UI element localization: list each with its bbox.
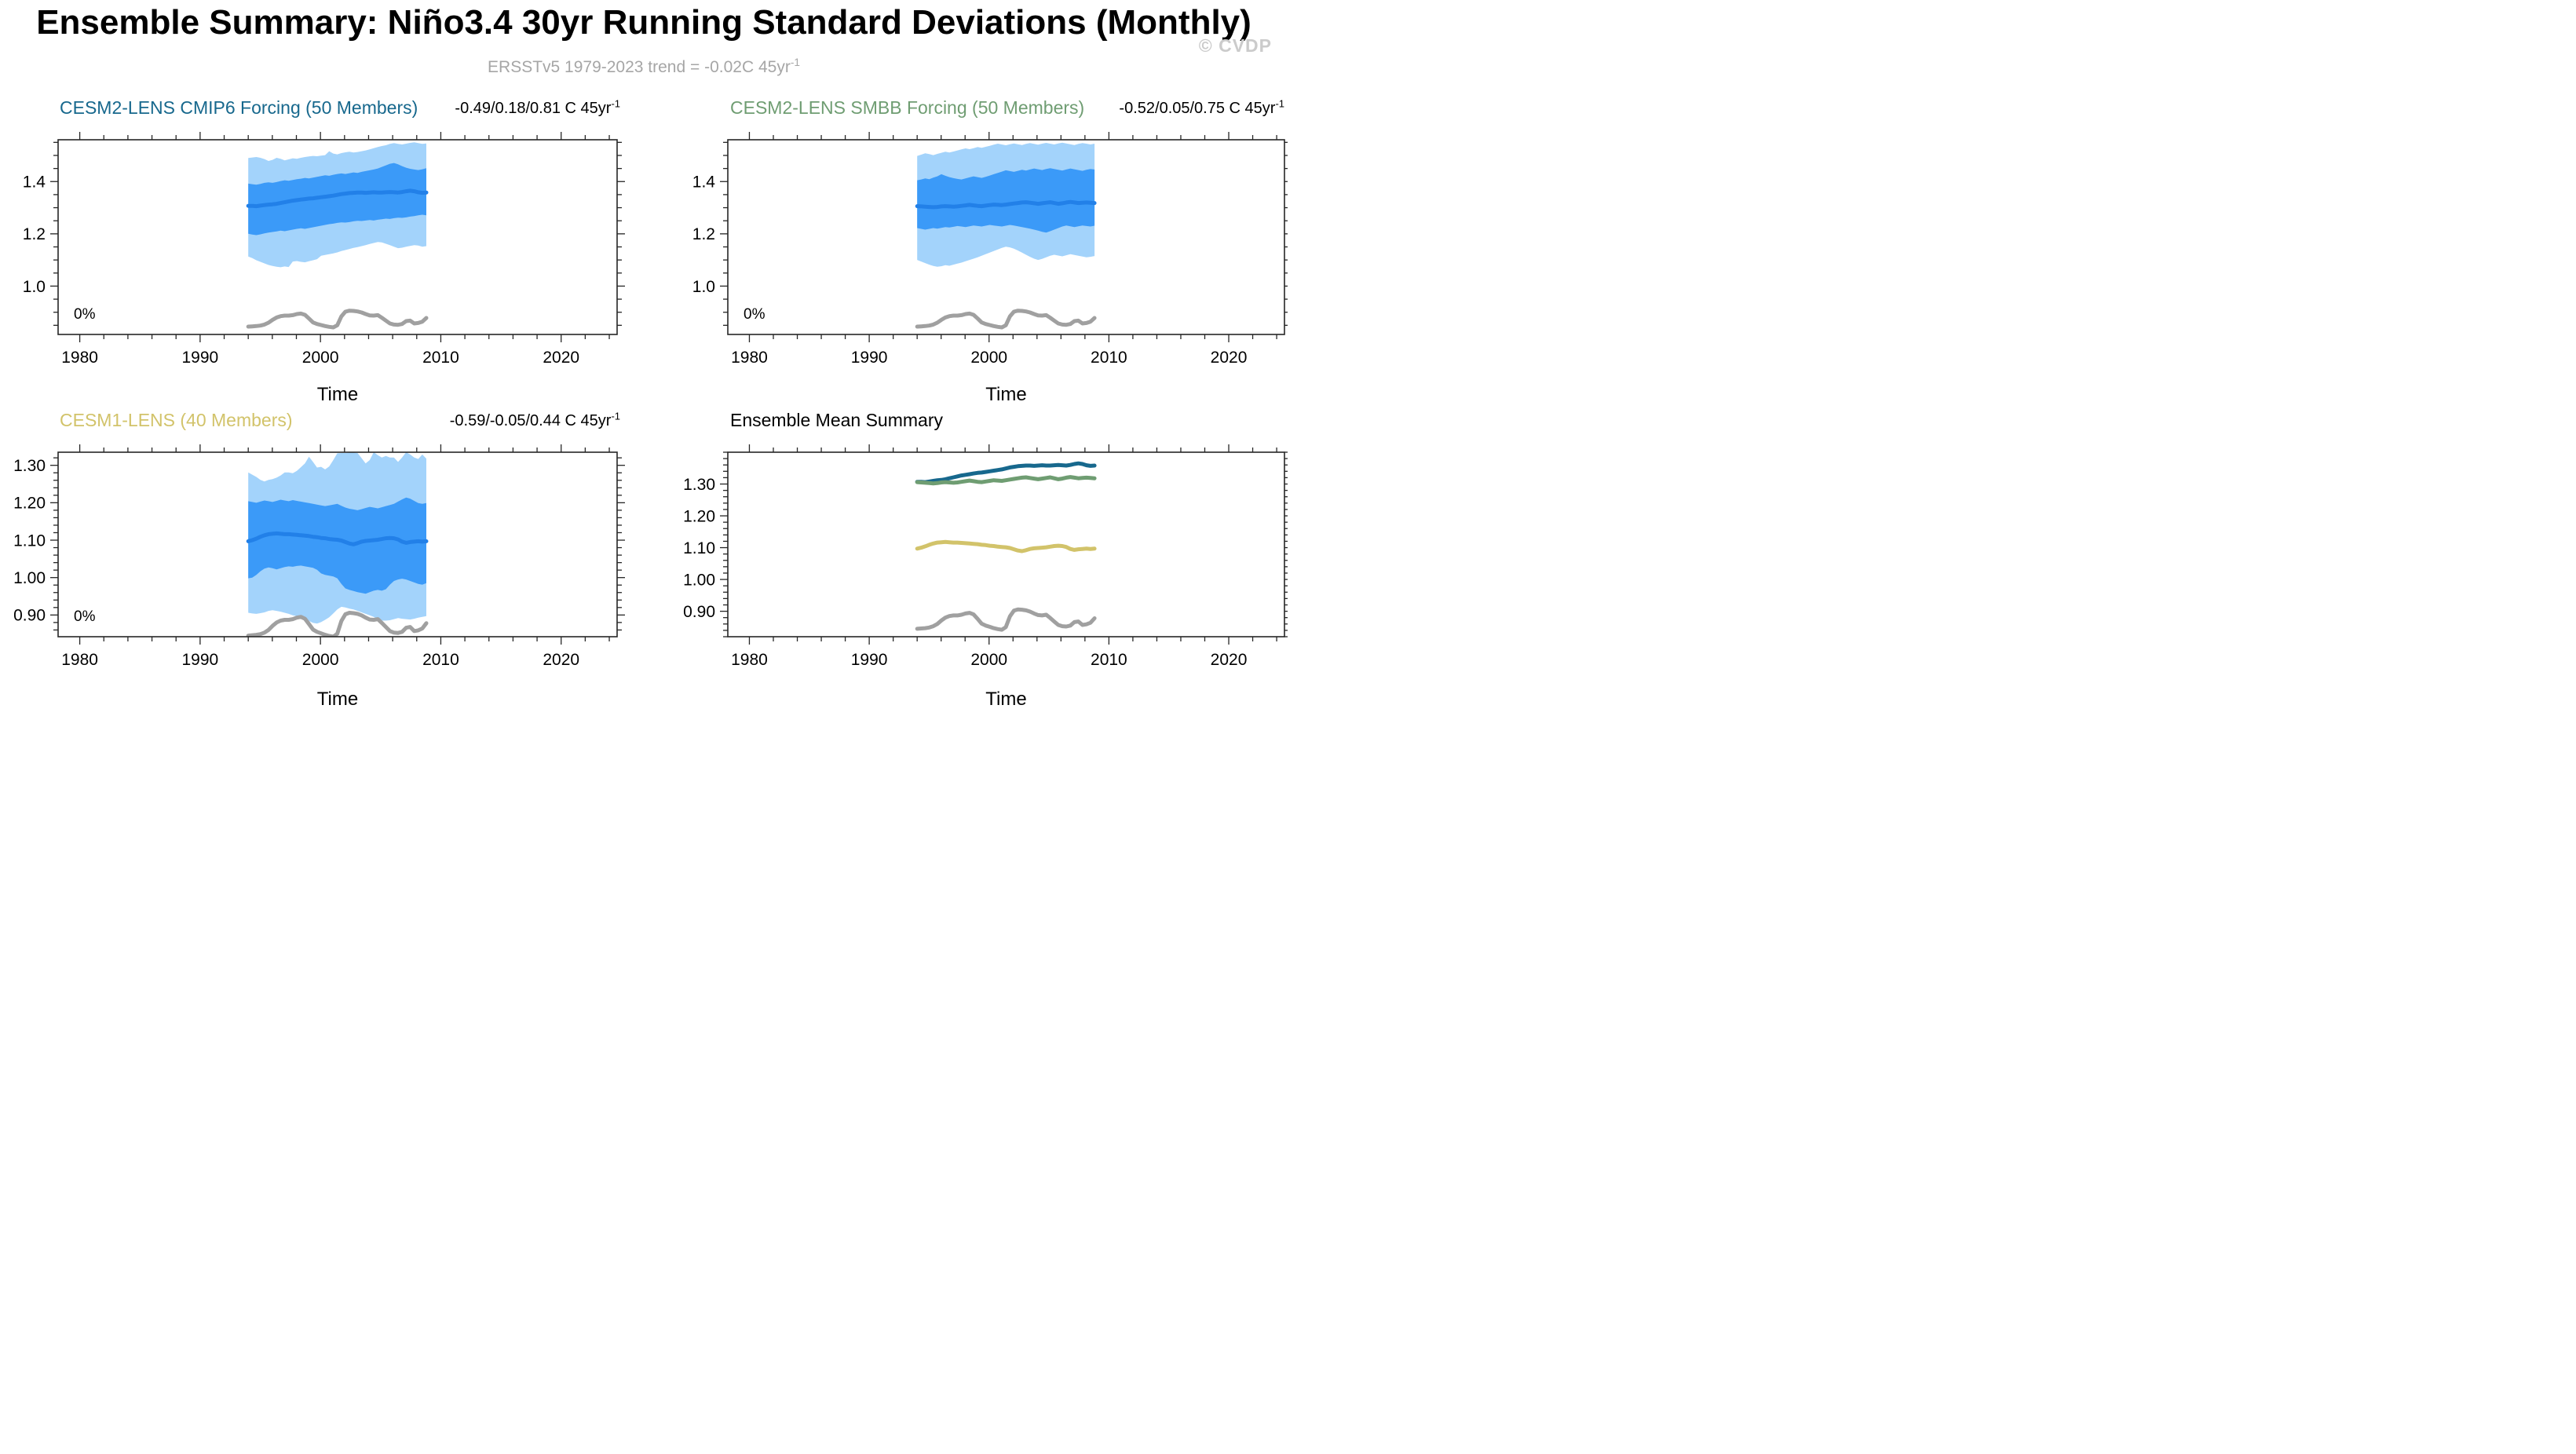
svg-text:1980: 1980 [731,349,768,367]
x-axis-label-cesm1: Time [316,689,359,710]
svg-text:2020: 2020 [543,349,579,367]
x-axis-label-smbb: Time [985,384,1027,405]
subtitle: ERSSTv5 1979-2023 trend = -0.02C 45yr-1 [0,57,1288,77]
zero-percent-label: 0% [74,306,96,323]
panel-title-cesm1: CESM1-LENS (40 Members) [60,410,293,430]
trend-text: -0.52/0.05/0.75 C 45yr [1119,100,1276,117]
svg-text:1980: 1980 [731,651,768,669]
trend-superscript: -1 [1275,97,1284,110]
svg-text:1.10: 1.10 [683,539,715,557]
trend-superscript: -1 [611,410,620,422]
svg-text:2020: 2020 [543,651,579,669]
svg-text:1.30: 1.30 [13,457,46,475]
panel-title-cmip6: CESM2-LENS CMIP6 Forcing (50 Members) [60,97,418,118]
trend-label-smbb: -0.52/0.05/0.75 C 45yr-1 [1119,97,1284,118]
svg-text:0.90: 0.90 [13,607,46,625]
chart-canvas: 1980 1990 2000 2010 2020 1.4 1.2 1.0 0% 1980 1990 2… [13,132,1288,669]
svg-text:1.0: 1.0 [23,278,46,296]
svg-text:1990: 1990 [182,349,219,367]
svg-text:1.2: 1.2 [23,225,46,243]
svg-text:2010: 2010 [422,651,459,669]
x-axis-label-ensemble: Time [985,689,1027,710]
svg-text:1.10: 1.10 [13,532,46,550]
trend-superscript: -1 [611,97,620,110]
svg-text:2000: 2000 [302,349,339,367]
svg-text:0.90: 0.90 [683,603,715,621]
svg-text:1990: 1990 [851,651,888,669]
svg-text:2010: 2010 [1091,349,1127,367]
svg-text:2000: 2000 [302,651,339,669]
svg-text:1990: 1990 [182,651,219,669]
cvdp-watermark: © CVDP [1198,35,1272,56]
svg-text:1.2: 1.2 [692,225,715,243]
svg-text:1.4: 1.4 [23,174,46,192]
svg-text:2010: 2010 [422,349,459,367]
svg-text:2020: 2020 [1211,349,1248,367]
svg-text:1.00: 1.00 [683,571,715,589]
panel-title-smbb: CESM2-LENS SMBB Forcing (50 Members) [730,97,1085,118]
svg-text:1980: 1980 [61,349,98,367]
svg-text:1.4: 1.4 [692,174,716,192]
svg-text:2000: 2000 [970,651,1007,669]
trend-text: -0.59/-0.05/0.44 C 45yr [449,412,612,429]
subtitle-superscript: -1 [790,57,800,68]
zero-percent-label: 0% [74,608,96,625]
svg-text:1.20: 1.20 [13,495,46,513]
svg-text:2010: 2010 [1091,651,1127,669]
svg-text:1.30: 1.30 [683,476,715,494]
svg-text:1990: 1990 [851,349,888,367]
figure: 1980 1990 2000 2010 2020 1.4 1.2 1.0 0% 1980 1990 2… [0,0,1288,727]
subtitle-text: ERSSTv5 1979-2023 trend = -0.02C 45yr [488,58,791,76]
trend-label-cmip6: -0.49/0.18/0.81 C 45yr-1 [455,97,620,118]
svg-text:1.0: 1.0 [692,278,715,296]
svg-text:1.00: 1.00 [13,569,46,587]
panel-title-ensemble-mean-summary: Ensemble Mean Summary [730,410,943,430]
page-title: Ensemble Summary: Niño3.4 30yr Running S… [36,3,1251,42]
svg-text:2020: 2020 [1211,651,1248,669]
svg-text:2000: 2000 [970,349,1007,367]
zero-percent-label: 0% [744,306,765,323]
trend-text: -0.49/0.18/0.81 C 45yr [455,100,612,117]
trend-label-cesm1: -0.59/-0.05/0.44 C 45yr-1 [449,410,620,430]
x-axis-label-cmip6: Time [316,384,359,405]
svg-text:1.20: 1.20 [683,507,715,525]
svg-text:1980: 1980 [61,651,98,669]
